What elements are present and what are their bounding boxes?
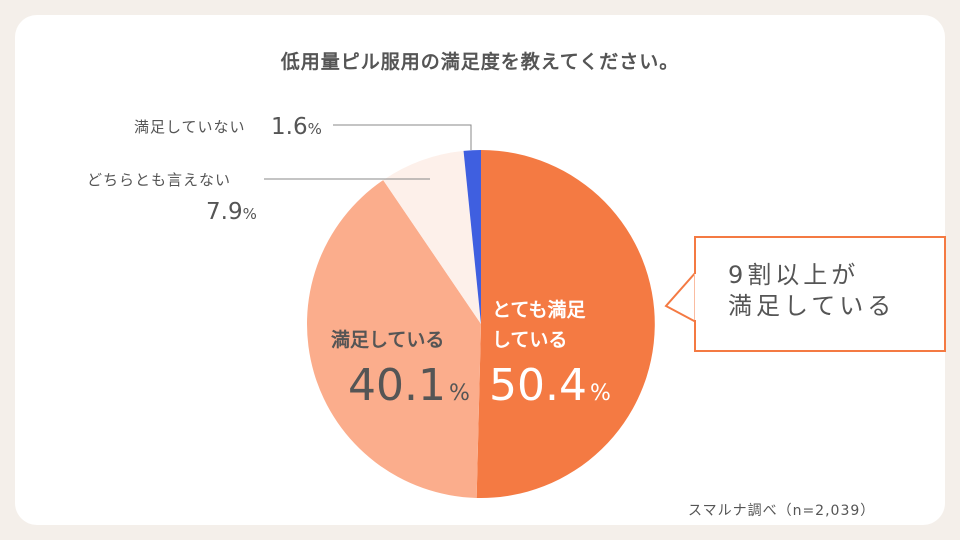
source-note: スマルナ調べ（n=2,039） (688, 503, 876, 519)
slice-satisfied (306, 180, 481, 498)
label-not-satisfied: 満足していない (134, 118, 246, 136)
value-neutral: 7.9% (206, 199, 257, 225)
unit-very-satisfied: % (590, 381, 611, 406)
label-neutral: どちらとも言えない (87, 171, 231, 189)
unit-satisfied: % (449, 381, 470, 406)
callout-line1: 9割以上が (728, 261, 860, 289)
chart-title: 低用量ピル服用の満足度を教えてください。 (280, 51, 680, 73)
callout-text: 9割以上が 満足している (728, 260, 895, 322)
callout-box: 9割以上が 満足している (694, 236, 946, 352)
leader-line-not-satisfied (333, 124, 472, 150)
value-very-satisfied: 50.4% (489, 360, 611, 411)
callout-tail (664, 269, 697, 324)
slice-not-satisfied (463, 150, 481, 324)
value-not-satisfied: 1.6% (271, 114, 322, 140)
unit-neutral: % (243, 205, 257, 223)
unit-not-satisfied: % (308, 120, 322, 138)
callout-line2: 満足している (728, 292, 896, 320)
slice-neutral (383, 150, 481, 324)
label-very-satisfied-line2: している (492, 329, 567, 351)
value-satisfied: 40.1% (348, 360, 470, 411)
slice-very-satisfied (476, 150, 655, 498)
label-satisfied: 満足している (331, 329, 444, 351)
label-very-satisfied-line1: とても満足 (492, 299, 586, 321)
